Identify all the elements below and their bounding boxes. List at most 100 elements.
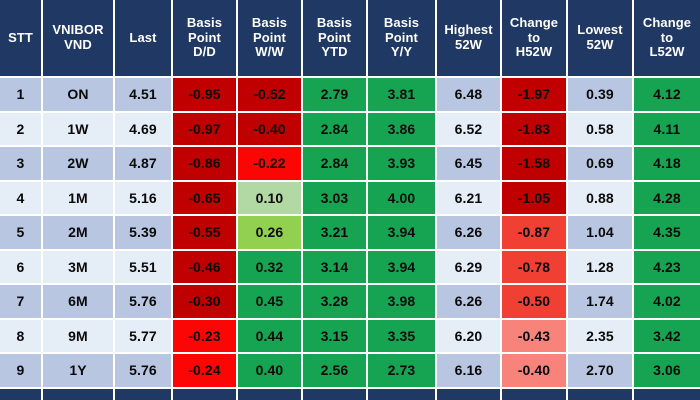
cell-change-l52w-row1: 4.12 — [634, 78, 700, 111]
column-header-bp-yy: Basis Point Y/Y — [368, 0, 435, 76]
cell-bp-ww-row6: 0.32 — [238, 250, 301, 283]
cell-bp-ytd-row6: 3.14 — [303, 250, 366, 283]
column-header-bp-dd: Basis Point D/D — [173, 0, 236, 76]
cell-tenor-row3: 2W — [43, 147, 113, 180]
column-header-last: Last — [115, 0, 171, 76]
cell-lowest-52w-row2: 0.58 — [568, 112, 632, 145]
cell-stt-row2: 2 — [0, 112, 41, 145]
cell-bp-ytd-row2: 2.84 — [303, 112, 366, 145]
cell-last-row7: 5.76 — [115, 285, 171, 318]
cell-tenor-row2: 1W — [43, 112, 113, 145]
cell-bp-ytd-row8: 3.15 — [303, 319, 366, 352]
next-row-partial-lowest-52w — [568, 388, 632, 400]
cell-tenor-row4: 1M — [43, 181, 113, 214]
cell-change-h52w-row8: -0.43 — [502, 319, 566, 352]
cell-change-h52w-row7: -0.50 — [502, 285, 566, 318]
cell-bp-ww-row8: 0.44 — [238, 319, 301, 352]
cell-tenor-row5: 2M — [43, 216, 113, 249]
cell-change-h52w-row4: -1.05 — [502, 181, 566, 214]
column-header-highest-52w: Highest 52W — [437, 0, 500, 76]
cell-last-row9: 5.76 — [115, 354, 171, 387]
cell-bp-ww-row3: -0.22 — [238, 147, 301, 180]
cell-bp-ytd-row3: 2.84 — [303, 147, 366, 180]
cell-bp-ytd-row9: 2.56 — [303, 354, 366, 387]
cell-stt-row1: 1 — [0, 78, 41, 111]
cell-last-row2: 4.69 — [115, 112, 171, 145]
cell-bp-dd-row7: -0.30 — [173, 285, 236, 318]
cell-lowest-52w-row5: 1.04 — [568, 216, 632, 249]
cell-last-row3: 4.87 — [115, 147, 171, 180]
cell-bp-yy-row4: 4.00 — [368, 181, 435, 214]
cell-highest-52w-row3: 6.45 — [437, 147, 500, 180]
column-header-bp-ytd: Basis Point YTD — [303, 0, 366, 76]
column-header-lowest-52w: Lowest 52W — [568, 0, 632, 76]
cell-bp-yy-row1: 3.81 — [368, 78, 435, 111]
cell-change-l52w-row8: 3.42 — [634, 319, 700, 352]
cell-highest-52w-row4: 6.21 — [437, 181, 500, 214]
cell-bp-ytd-row1: 2.79 — [303, 78, 366, 111]
cell-change-h52w-row5: -0.87 — [502, 216, 566, 249]
cell-stt-row4: 4 — [0, 181, 41, 214]
cell-change-h52w-row2: -1.83 — [502, 112, 566, 145]
next-row-partial-tenor — [43, 388, 113, 400]
column-header-bp-ww: Basis Point W/W — [238, 0, 301, 76]
cell-lowest-52w-row8: 2.35 — [568, 319, 632, 352]
cell-change-l52w-row7: 4.02 — [634, 285, 700, 318]
cell-highest-52w-row9: 6.16 — [437, 354, 500, 387]
cell-change-l52w-row4: 4.28 — [634, 181, 700, 214]
cell-stt-row5: 5 — [0, 216, 41, 249]
cell-bp-dd-row8: -0.23 — [173, 319, 236, 352]
cell-bp-dd-row1: -0.95 — [173, 78, 236, 111]
cell-change-h52w-row3: -1.58 — [502, 147, 566, 180]
cell-bp-yy-row9: 2.73 — [368, 354, 435, 387]
cell-highest-52w-row5: 6.26 — [437, 216, 500, 249]
cell-stt-row8: 8 — [0, 319, 41, 352]
cell-bp-dd-row2: -0.97 — [173, 112, 236, 145]
cell-stt-row7: 7 — [0, 285, 41, 318]
cell-bp-ww-row4: 0.10 — [238, 181, 301, 214]
cell-bp-ytd-row4: 3.03 — [303, 181, 366, 214]
cell-stt-row3: 3 — [0, 147, 41, 180]
cell-bp-ytd-row7: 3.28 — [303, 285, 366, 318]
cell-last-row6: 5.51 — [115, 250, 171, 283]
cell-tenor-row1: ON — [43, 78, 113, 111]
cell-bp-dd-row6: -0.46 — [173, 250, 236, 283]
cell-last-row8: 5.77 — [115, 319, 171, 352]
cell-lowest-52w-row3: 0.69 — [568, 147, 632, 180]
next-row-partial-bp-dd — [173, 388, 236, 400]
next-row-partial-bp-yy — [368, 388, 435, 400]
cell-highest-52w-row6: 6.29 — [437, 250, 500, 283]
next-row-partial-change-l52w — [634, 388, 700, 400]
next-row-partial-last — [115, 388, 171, 400]
cell-change-l52w-row5: 4.35 — [634, 216, 700, 249]
cell-highest-52w-row2: 6.52 — [437, 112, 500, 145]
next-row-partial-bp-ytd — [303, 388, 366, 400]
cell-bp-dd-row5: -0.55 — [173, 216, 236, 249]
cell-last-row4: 5.16 — [115, 181, 171, 214]
cell-bp-yy-row8: 3.35 — [368, 319, 435, 352]
cell-last-row1: 4.51 — [115, 78, 171, 111]
cell-highest-52w-row7: 6.26 — [437, 285, 500, 318]
column-header-change-h52w: Change to H52W — [502, 0, 566, 76]
next-row-partial-highest-52w — [437, 388, 500, 400]
cell-change-h52w-row9: -0.40 — [502, 354, 566, 387]
cell-change-h52w-row6: -0.78 — [502, 250, 566, 283]
cell-change-l52w-row2: 4.11 — [634, 112, 700, 145]
column-header-stt: STT — [0, 0, 41, 76]
cell-bp-yy-row7: 3.98 — [368, 285, 435, 318]
cell-bp-dd-row9: -0.24 — [173, 354, 236, 387]
cell-tenor-row6: 3M — [43, 250, 113, 283]
cell-lowest-52w-row9: 2.70 — [568, 354, 632, 387]
cell-stt-row9: 9 — [0, 354, 41, 387]
cell-bp-yy-row5: 3.94 — [368, 216, 435, 249]
cell-bp-dd-row4: -0.65 — [173, 181, 236, 214]
cell-tenor-row8: 9M — [43, 319, 113, 352]
cell-lowest-52w-row4: 0.88 — [568, 181, 632, 214]
cell-bp-ytd-row5: 3.21 — [303, 216, 366, 249]
cell-bp-ww-row7: 0.45 — [238, 285, 301, 318]
cell-last-row5: 5.39 — [115, 216, 171, 249]
cell-bp-dd-row3: -0.86 — [173, 147, 236, 180]
cell-bp-ww-row2: -0.40 — [238, 112, 301, 145]
